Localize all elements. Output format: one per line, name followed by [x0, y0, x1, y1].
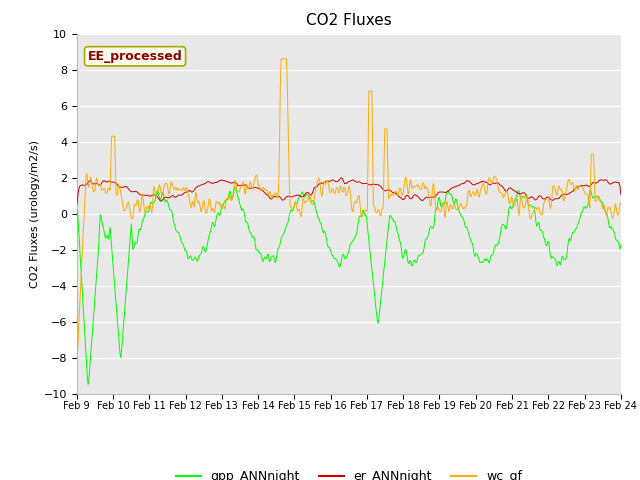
Text: EE_processed: EE_processed: [88, 50, 182, 63]
Title: CO2 Fluxes: CO2 Fluxes: [306, 13, 392, 28]
Legend: gpp_ANNnight, er_ANNnight, wc_gf: gpp_ANNnight, er_ANNnight, wc_gf: [171, 465, 527, 480]
Y-axis label: CO2 Fluxes (urology/m2/s): CO2 Fluxes (urology/m2/s): [29, 140, 40, 288]
